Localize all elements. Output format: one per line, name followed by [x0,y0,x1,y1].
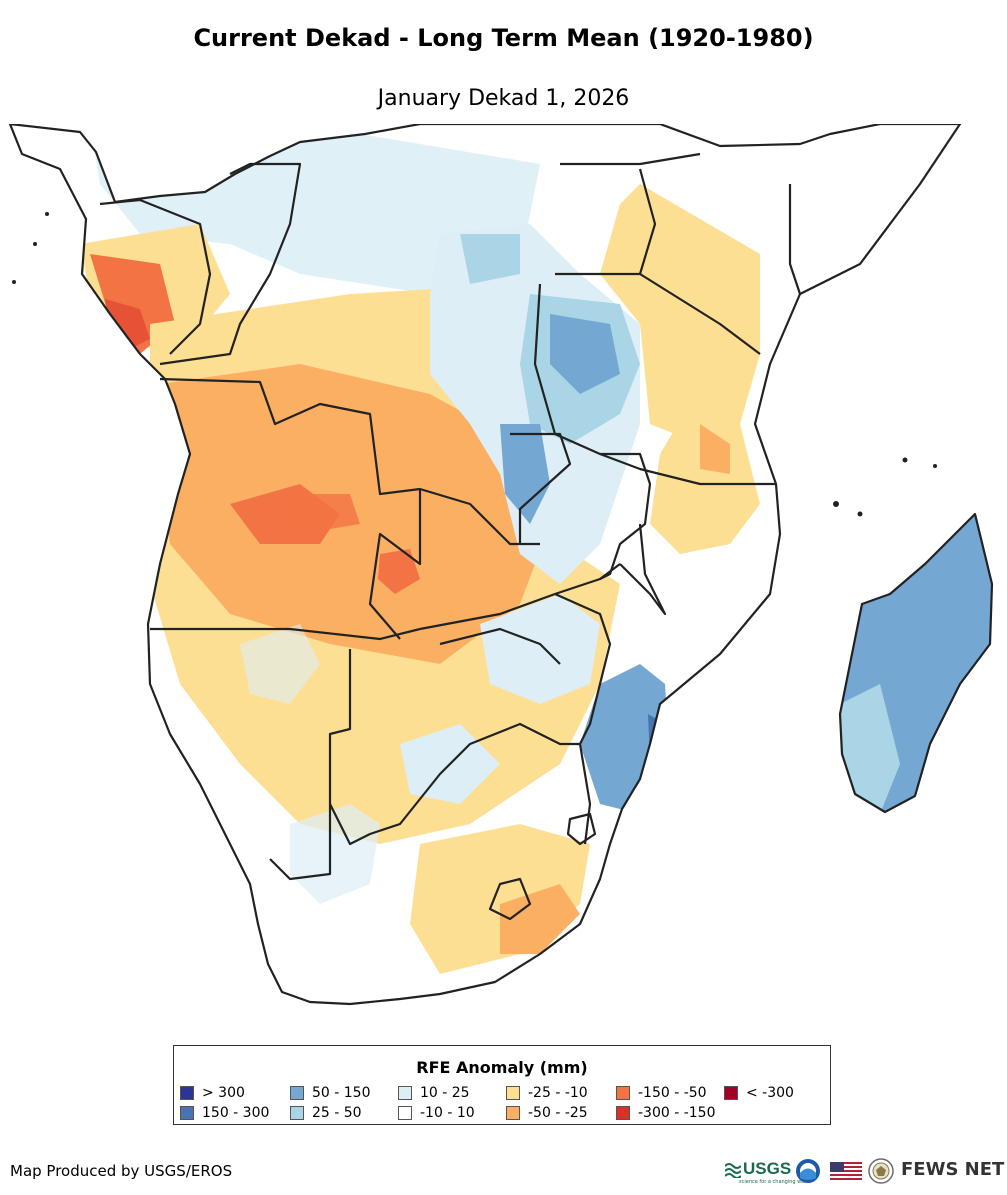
legend: RFE Anomaly (mm) > 300 150 - 300 50 - 15… [173,1045,831,1125]
legend-item: -300 - -150 [616,1104,716,1122]
legend-item: 10 - 25 [398,1084,470,1102]
fews-net-logo[interactable]: FEWS NET [901,1159,1005,1180]
legend-item: 25 - 50 [290,1104,362,1122]
map-subtitle: January Dekad 1, 2026 [377,86,630,111]
legend-label: < -300 [746,1085,794,1101]
legend-swatch [290,1086,304,1100]
logo-bar: USGS science for a changing world FEWS N… [725,1156,1004,1186]
legend-item: -150 - -50 [616,1084,707,1102]
legend-label: -150 - -50 [638,1085,707,1101]
legend-label: -300 - -150 [638,1105,716,1121]
legend-item: -10 - 10 [398,1104,475,1122]
legend-label: 25 - 50 [312,1105,362,1121]
legend-swatch [398,1086,412,1100]
legend-label: -50 - -25 [528,1105,588,1121]
usgs-wave-icon [725,1163,741,1178]
map-credit: Map Produced by USGS/EROS [10,1162,233,1180]
legend-label: 10 - 25 [420,1085,470,1101]
legend-swatch [506,1106,520,1120]
legend-label: 50 - 150 [312,1085,371,1101]
legend-swatch [616,1086,630,1100]
legend-swatch [616,1106,630,1120]
legend-label: 150 - 300 [202,1105,270,1121]
legend-swatch [290,1106,304,1120]
legend-label: > 300 [202,1085,245,1101]
legend-swatch [398,1106,412,1120]
legend-label: -25 - -10 [528,1085,588,1101]
legend-swatch [724,1086,738,1100]
state-department-seal-icon [868,1158,894,1184]
rainfall-anomaly-map [8,124,994,1006]
legend-swatch [506,1086,520,1100]
legend-swatch [180,1106,194,1120]
legend-title: RFE Anomaly (mm) [416,1058,588,1077]
usgs-logo[interactable]: USGS science for a changing world [725,1158,811,1185]
usgs-text: USGS [743,1159,792,1178]
map-title: Current Dekad - Long Term Mean (1920-198… [193,24,814,52]
legend-item: -25 - -10 [506,1084,588,1102]
noaa-logo-icon[interactable] [795,1158,821,1184]
legend-label: -10 - 10 [420,1105,475,1121]
legend-grid: > 300 150 - 300 50 - 150 25 - 50 10 - 25… [180,1084,820,1124]
us-flag-icon [830,1162,862,1180]
legend-item: > 300 [180,1084,245,1102]
legend-swatch [180,1086,194,1100]
usgs-tagline: science for a changing world [739,1179,811,1185]
legend-item: 150 - 300 [180,1104,269,1122]
legend-item: -50 - -25 [506,1104,588,1122]
legend-item: 50 - 150 [290,1084,371,1102]
legend-item: < -300 [724,1084,794,1102]
